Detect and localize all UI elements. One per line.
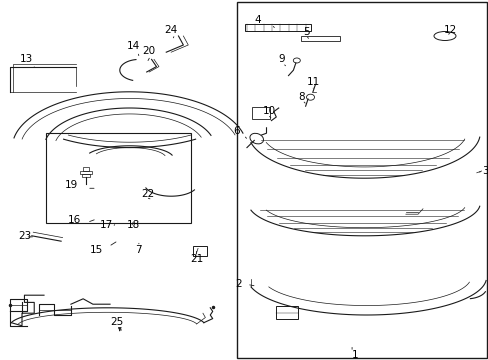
Text: 24: 24 [164, 24, 178, 35]
Bar [244, 24, 310, 31]
Bar [237, 2, 486, 358]
Text: 15: 15 [89, 245, 102, 255]
Text: 16: 16 [67, 215, 81, 225]
Bar [300, 36, 339, 41]
Text: 17: 17 [100, 220, 113, 230]
Text: 23: 23 [19, 231, 32, 241]
Bar [46, 133, 190, 223]
Text: 8: 8 [298, 92, 305, 102]
Bar [82, 167, 88, 171]
Text: 19: 19 [65, 180, 78, 190]
Text: 11: 11 [306, 77, 320, 87]
Text: 13: 13 [20, 54, 34, 64]
Text: 21: 21 [189, 254, 203, 264]
Text: 6: 6 [232, 126, 239, 136]
Text: 1: 1 [351, 350, 358, 360]
Text: 18: 18 [127, 220, 140, 230]
Text: 22: 22 [141, 189, 154, 199]
Text: 9: 9 [278, 54, 285, 64]
Bar [193, 246, 207, 256]
Text: 7: 7 [135, 245, 142, 255]
Text: 12: 12 [443, 24, 456, 35]
Text: 25: 25 [110, 317, 124, 327]
Text: 4: 4 [254, 15, 261, 25]
Text: 3: 3 [481, 166, 488, 176]
Text: 2: 2 [235, 279, 242, 289]
Text: 14: 14 [126, 41, 140, 51]
Text: 20: 20 [142, 46, 155, 56]
Bar [80, 171, 91, 174]
Text: 10: 10 [263, 106, 276, 116]
Bar [251, 107, 269, 119]
Text: 5: 5 [303, 27, 309, 37]
Bar [81, 174, 89, 177]
